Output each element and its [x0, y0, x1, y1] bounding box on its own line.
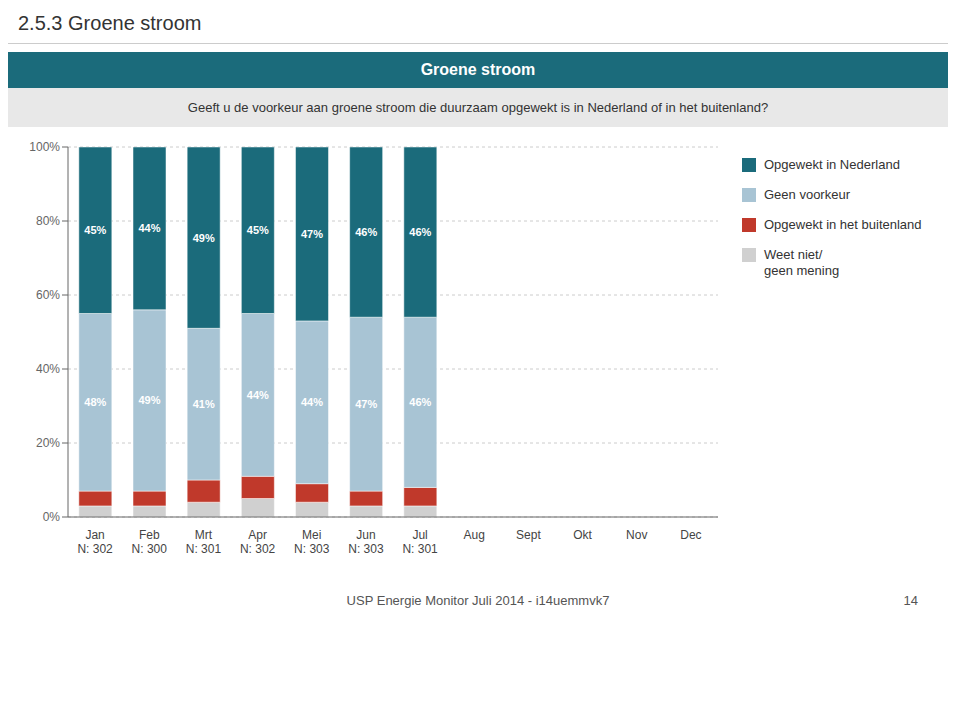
html-text:14: 14 [903, 593, 918, 608]
svg-text:FebN: 300: FebN: 300 [132, 528, 168, 556]
html-text:Weet niet/ geen mening: Weet niet/ geen mening [764, 247, 840, 278]
svg-text:80%: 80% [36, 214, 60, 228]
svg-text:49%: 49% [193, 232, 215, 244]
svg-text:48%: 48% [84, 396, 106, 408]
svg-text:44%: 44% [138, 222, 160, 234]
svg-text:MeiN: 303: MeiN: 303 [294, 528, 330, 556]
html-text:2.5.3 Groene stroom: 2.5.3 Groene stroom [18, 12, 202, 34]
svg-text:Okt: Okt [573, 528, 592, 542]
svg-text:40%: 40% [36, 362, 60, 376]
svg-text:100%: 100% [29, 140, 60, 154]
svg-text:Aug: Aug [464, 528, 485, 542]
svg-text:46%: 46% [409, 226, 431, 238]
svg-text:41%: 41% [193, 398, 215, 410]
svg-text:60%: 60% [36, 288, 60, 302]
svg-text:44%: 44% [247, 389, 269, 401]
svg-text:Nov: Nov [626, 528, 647, 542]
svg-text:47%: 47% [355, 398, 377, 410]
svg-text:47%: 47% [301, 228, 323, 240]
html-text:Opgewekt in Nederland: Opgewekt in Nederland [764, 157, 900, 172]
svg-text:0%: 0% [43, 510, 61, 524]
svg-text:45%: 45% [84, 224, 106, 236]
svg-text:46%: 46% [409, 396, 431, 408]
svg-text:45%: 45% [247, 224, 269, 236]
svg-text:20%: 20% [36, 436, 60, 450]
html-text:USP Energie Monitor Juli 2014: USP Energie Monitor Juli 2014 - i14uemmv… [346, 593, 610, 608]
svg-text:JanN: 302: JanN: 302 [77, 528, 113, 556]
html-text:Opgewekt in het buitenland: Opgewekt in het buitenland [764, 217, 922, 232]
svg-text:JulN: 301: JulN: 301 [402, 528, 438, 556]
html-text:Groene stroom: Groene stroom [420, 61, 536, 78]
html-text:Geeft u de voorkeur aan groene: Geeft u de voorkeur aan groene stroom di… [187, 100, 769, 115]
svg-text:AprN: 302: AprN: 302 [240, 528, 276, 556]
svg-text:Sept: Sept [516, 528, 541, 542]
svg-text:46%: 46% [355, 226, 377, 238]
svg-text:44%: 44% [301, 396, 323, 408]
svg-text:MrtN: 301: MrtN: 301 [186, 528, 222, 556]
svg-text:49%: 49% [138, 394, 160, 406]
html-text:Geen voorkeur: Geen voorkeur [764, 187, 850, 202]
svg-text:Dec: Dec [680, 528, 701, 542]
svg-text:JunN: 303: JunN: 303 [348, 528, 384, 556]
